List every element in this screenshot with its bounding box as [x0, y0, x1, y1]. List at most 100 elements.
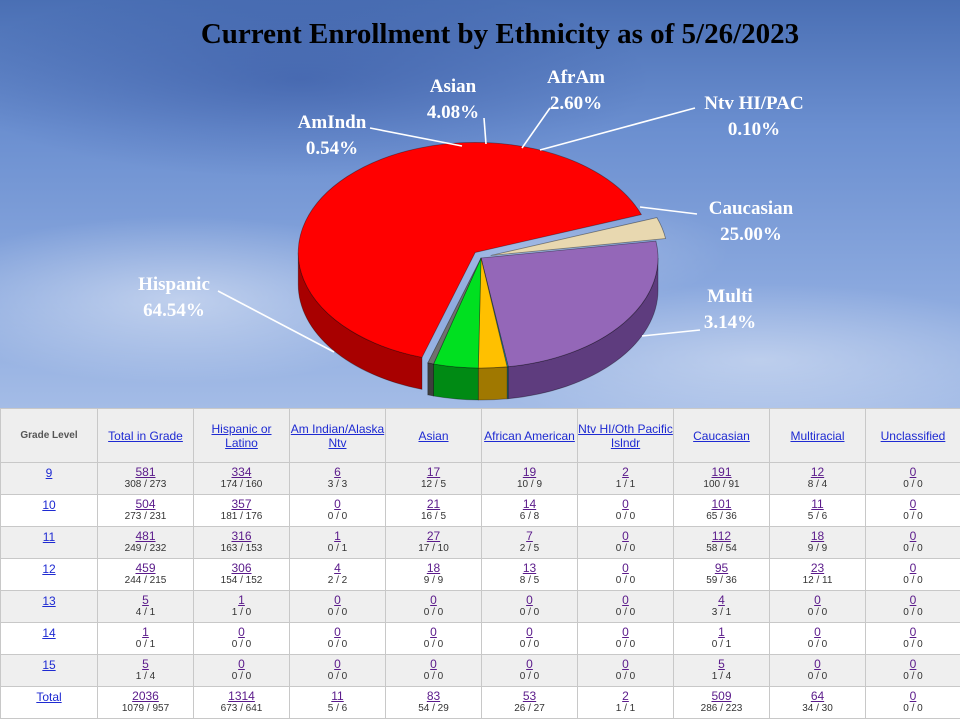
count-link[interactable]: 459 — [135, 561, 156, 575]
count-link[interactable]: 13 — [522, 561, 537, 575]
column-header-link[interactable]: Am Indian/Alaska Ntv — [290, 421, 385, 450]
count-link[interactable]: 14 — [522, 497, 537, 511]
column-header-1[interactable]: Total in Grade — [97, 408, 194, 463]
column-header-link[interactable]: African American — [484, 428, 575, 443]
column-header-6[interactable]: Ntv HI/Oth Pacific Islndr — [577, 408, 674, 463]
count-link[interactable]: 5 — [142, 657, 149, 671]
count-link[interactable]: 0 — [334, 657, 341, 671]
count-link[interactable]: 0 — [909, 689, 917, 703]
grade-link[interactable]: 9 — [45, 466, 53, 480]
count-link[interactable]: 0 — [526, 657, 533, 671]
count-link[interactable]: 1 — [718, 625, 725, 639]
count-link[interactable]: 504 — [135, 497, 156, 511]
column-header-3[interactable]: Am Indian/Alaska Ntv — [289, 408, 386, 463]
count-link[interactable]: 0 — [814, 625, 821, 639]
count-link[interactable]: 0 — [334, 593, 341, 607]
grade-link[interactable]: 13 — [42, 594, 56, 608]
count-link[interactable]: 0 — [238, 625, 245, 639]
grade-link[interactable]: 11 — [42, 530, 56, 544]
count-link[interactable]: 95 — [714, 561, 729, 575]
count-link[interactable]: 509 — [711, 689, 732, 703]
grade-link[interactable]: 15 — [42, 658, 56, 672]
count-link[interactable]: 0 — [238, 657, 245, 671]
count-link[interactable]: 17 — [426, 465, 441, 479]
count-link[interactable]: 191 — [711, 465, 732, 479]
column-header-link[interactable]: Multiracial — [790, 428, 845, 443]
count-link[interactable]: 0 — [814, 593, 821, 607]
count-link[interactable]: 21 — [426, 497, 441, 511]
count-link[interactable]: 0 — [622, 529, 629, 543]
count-link[interactable]: 18 — [810, 529, 825, 543]
column-header-link[interactable]: Ntv HI/Oth Pacific Islndr — [578, 421, 673, 450]
count-link[interactable]: 316 — [231, 529, 252, 543]
count-link[interactable]: 2 — [622, 465, 629, 479]
count-link[interactable]: 18 — [426, 561, 441, 575]
column-header-9[interactable]: Unclassified — [865, 408, 960, 463]
count-link[interactable]: 2 — [622, 689, 629, 703]
count-link[interactable]: 0 — [622, 561, 629, 575]
column-header-5[interactable]: African American — [481, 408, 578, 463]
count-link[interactable]: 334 — [231, 465, 252, 479]
count-link[interactable]: 0 — [334, 625, 341, 639]
grade-link[interactable]: 12 — [42, 562, 56, 576]
grade-link[interactable]: 10 — [42, 498, 56, 512]
count-link[interactable]: 23 — [810, 561, 825, 575]
column-header-link[interactable]: Unclassified — [880, 428, 946, 443]
count-link[interactable]: 0 — [526, 625, 533, 639]
count-link[interactable]: 0 — [334, 497, 341, 511]
column-header-link[interactable]: Hispanic or Latino — [211, 421, 272, 450]
column-header-4[interactable]: Asian — [385, 408, 482, 463]
count-link[interactable]: 0 — [909, 465, 917, 479]
count-link[interactable]: 0 — [622, 497, 629, 511]
count-link[interactable]: 357 — [231, 497, 252, 511]
count-link[interactable]: 4 — [718, 593, 725, 607]
gender-split: 1 / 1 — [615, 703, 636, 714]
count-link[interactable]: 4 — [334, 561, 341, 575]
column-header-link[interactable]: Caucasian — [693, 428, 750, 443]
count-link[interactable]: 1 — [142, 625, 149, 639]
count-link[interactable]: 83 — [426, 689, 441, 703]
count-link[interactable]: 0 — [814, 657, 821, 671]
count-link[interactable]: 7 — [526, 529, 533, 543]
count-link[interactable]: 5 — [718, 657, 725, 671]
count-link[interactable]: 1 — [334, 529, 341, 543]
count-link[interactable]: 19 — [522, 465, 537, 479]
column-header-8[interactable]: Multiracial — [769, 408, 866, 463]
count-link[interactable]: 11 — [331, 689, 344, 703]
count-link[interactable]: 0 — [622, 625, 629, 639]
count-link[interactable]: 11 — [811, 497, 824, 511]
count-link[interactable]: 0 — [430, 657, 437, 671]
grade-link[interactable]: 14 — [42, 626, 56, 640]
count-link[interactable]: 1314 — [228, 689, 255, 703]
count-link[interactable]: 64 — [810, 689, 825, 703]
grade-cell: 9 — [0, 462, 98, 495]
count-link[interactable]: 1 — [238, 593, 245, 607]
count-link[interactable]: 0 — [909, 625, 917, 639]
count-link[interactable]: 0 — [909, 593, 917, 607]
count-link[interactable]: 0 — [430, 593, 437, 607]
count-link[interactable]: 0 — [526, 593, 533, 607]
count-link[interactable]: 53 — [522, 689, 537, 703]
count-link[interactable]: 5 — [142, 593, 149, 607]
column-header-link[interactable]: Asian — [418, 428, 449, 443]
count-link[interactable]: 0 — [909, 497, 917, 511]
count-link[interactable]: 0 — [909, 657, 917, 671]
column-header-7[interactable]: Caucasian — [673, 408, 770, 463]
count-link[interactable]: 481 — [135, 529, 156, 543]
count-link[interactable]: 0 — [909, 561, 917, 575]
count-link[interactable]: 0 — [622, 657, 629, 671]
column-header-2[interactable]: Hispanic or Latino — [193, 408, 290, 463]
count-link[interactable]: 6 — [334, 465, 341, 479]
count-link[interactable]: 101 — [711, 497, 732, 511]
column-header-link[interactable]: Total in Grade — [108, 428, 183, 443]
count-link[interactable]: 0 — [622, 593, 629, 607]
count-link[interactable]: 12 — [810, 465, 825, 479]
count-link[interactable]: 2036 — [132, 689, 159, 703]
count-link[interactable]: 112 — [711, 529, 732, 543]
count-link[interactable]: 581 — [135, 465, 156, 479]
count-link[interactable]: 0 — [430, 625, 437, 639]
grade-link[interactable]: Total — [36, 690, 62, 704]
count-link[interactable]: 306 — [231, 561, 252, 575]
count-link[interactable]: 27 — [426, 529, 441, 543]
count-link[interactable]: 0 — [909, 529, 917, 543]
